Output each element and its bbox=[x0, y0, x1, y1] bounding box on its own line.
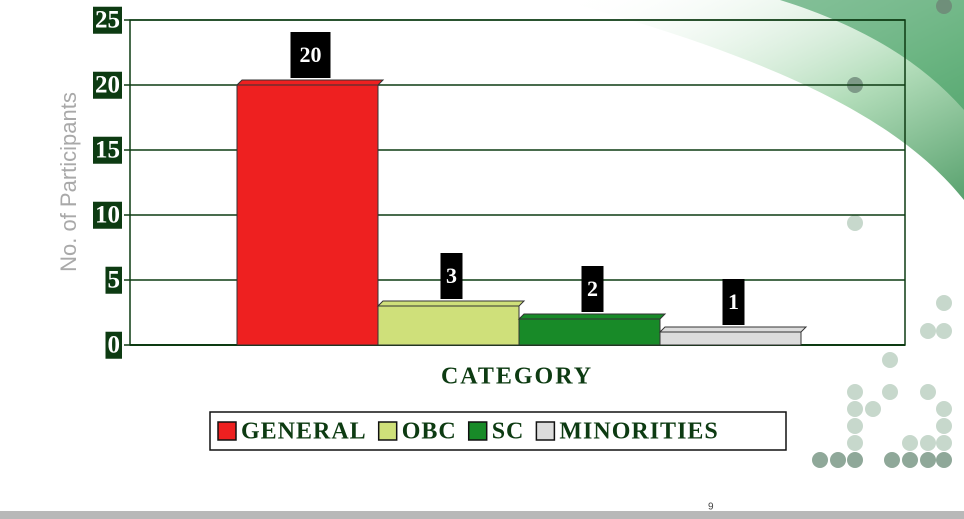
legend-swatch bbox=[535, 421, 556, 441]
y-axis-label: No. of Participants bbox=[56, 92, 81, 272]
y-tick-label: 5 bbox=[108, 267, 121, 294]
bar bbox=[377, 305, 520, 346]
y-tick-label: 10 bbox=[95, 202, 120, 229]
y-tick-bg bbox=[105, 266, 122, 294]
decor-swoosh bbox=[560, 0, 964, 200]
decor-dots bbox=[812, 0, 952, 468]
legend-label: OBC bbox=[402, 419, 457, 445]
data-label-bg bbox=[290, 32, 331, 78]
data-label: 3 bbox=[446, 263, 457, 288]
data-label: 2 bbox=[587, 276, 598, 301]
decor-swoosh bbox=[780, 0, 964, 110]
legend-label: MINORITIES bbox=[559, 419, 718, 445]
page-number: 9 bbox=[708, 502, 714, 513]
bar bbox=[659, 331, 802, 346]
y-tick-label: 20 bbox=[95, 72, 120, 99]
y-tick-label: 0 bbox=[108, 332, 121, 359]
y-tick-bg bbox=[93, 71, 122, 99]
x-axis-label: CATEGORY bbox=[441, 364, 593, 390]
legend-swatch bbox=[467, 421, 488, 441]
legend bbox=[209, 411, 787, 451]
bar-top bbox=[235, 79, 385, 86]
legend-label: GENERAL bbox=[241, 419, 367, 445]
y-tick-label: 25 bbox=[95, 7, 120, 34]
footer-bar bbox=[0, 511, 964, 519]
y-tick-bg bbox=[93, 6, 122, 34]
data-label-bg bbox=[581, 266, 604, 312]
legend-swatch bbox=[377, 421, 398, 441]
legend-swatch bbox=[217, 421, 237, 441]
data-label-bg bbox=[722, 279, 745, 325]
y-tick-label: 15 bbox=[95, 137, 120, 164]
bar-top bbox=[517, 313, 667, 320]
bar-top bbox=[658, 326, 808, 333]
bar bbox=[236, 84, 379, 346]
data-label: 1 bbox=[728, 289, 739, 314]
data-label: 20 bbox=[300, 42, 322, 67]
data-label-bg bbox=[440, 253, 463, 299]
bar bbox=[518, 318, 661, 346]
y-tick-bg bbox=[93, 136, 122, 164]
legend-label: SC bbox=[492, 419, 525, 445]
y-tick-bg bbox=[105, 331, 122, 359]
y-tick-bg bbox=[93, 201, 122, 229]
bar-top bbox=[376, 300, 526, 307]
